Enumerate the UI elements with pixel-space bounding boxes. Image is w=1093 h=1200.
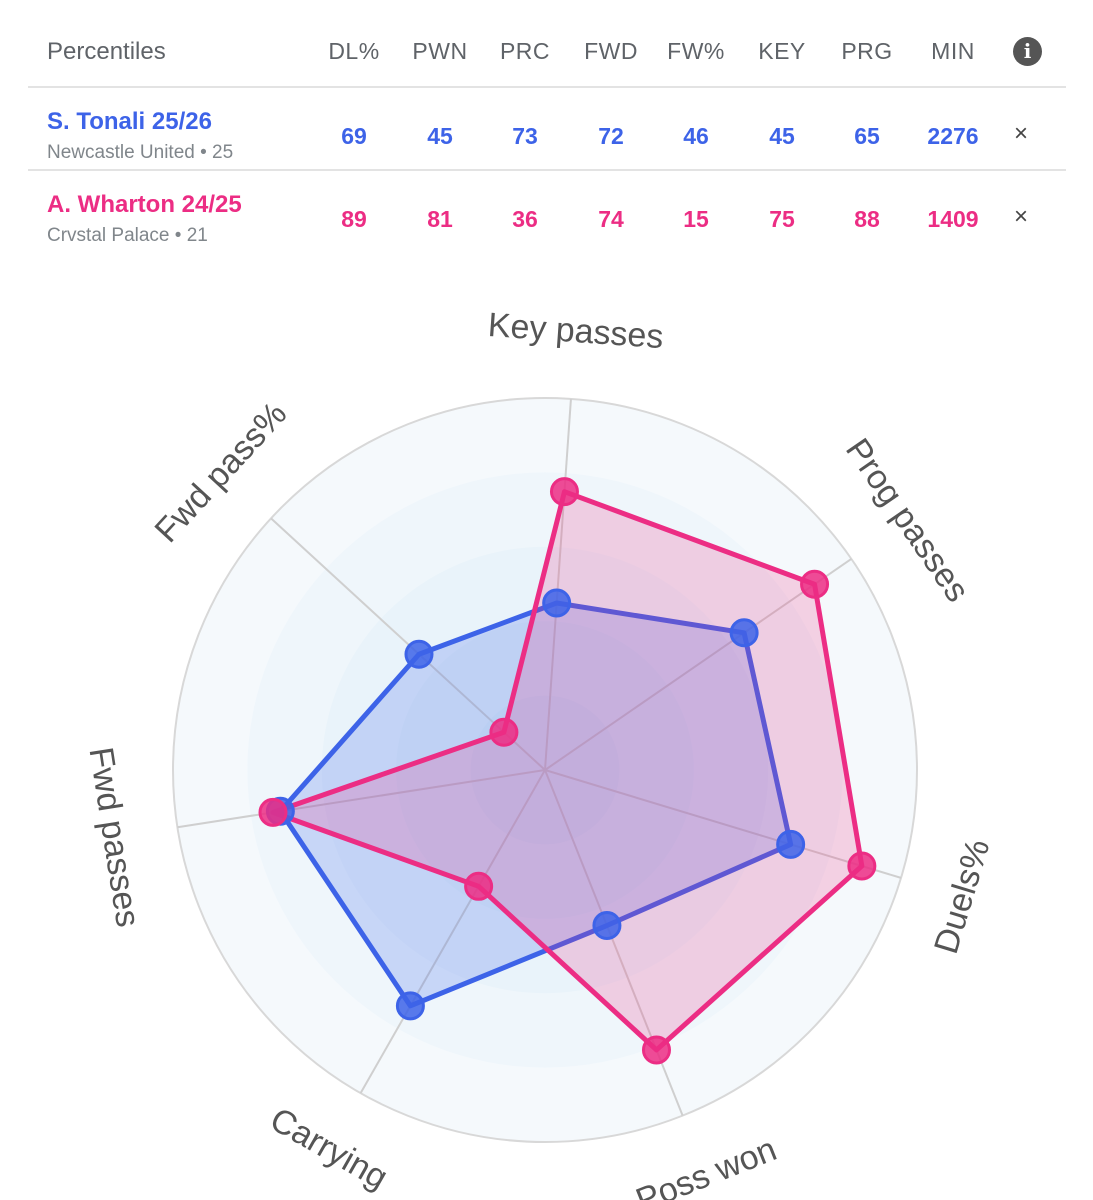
- stat-min: 1409: [927, 206, 979, 232]
- column-header-key[interactable]: KEY: [758, 38, 806, 64]
- stat-pwn: 81: [427, 206, 453, 232]
- player-name[interactable]: A. Wharton 24/25: [47, 191, 242, 218]
- series-area-1: [270, 489, 865, 1053]
- player-subtitle: Crvstal Palace • 21: [47, 225, 208, 246]
- axis-label: Carrying: [264, 1100, 394, 1197]
- column-header-pwn[interactable]: PWN: [412, 38, 468, 64]
- series-area-0: [277, 600, 794, 1009]
- percentiles-table: Percentiles DL% PWN PRC FWD FW% KEY PRG …: [28, 18, 1066, 252]
- data-point[interactable]: [395, 991, 425, 1021]
- column-header-fw-pct[interactable]: FW%: [667, 38, 725, 64]
- stat-pwn: 45: [427, 123, 453, 149]
- data-point[interactable]: [592, 911, 622, 941]
- data-point[interactable]: [729, 618, 759, 648]
- column-header-min[interactable]: MIN: [931, 38, 975, 64]
- data-point[interactable]: [549, 477, 579, 507]
- axis-spoke: [544, 398, 572, 771]
- stat-fwd: 74: [598, 206, 624, 232]
- axis-label: Poss won: [631, 1130, 782, 1200]
- stat-key: 75: [769, 206, 795, 232]
- data-point[interactable]: [464, 871, 494, 901]
- column-header-dl[interactable]: DL%: [328, 38, 380, 64]
- axis-spoke: [544, 769, 902, 879]
- stat-prc: 36: [512, 206, 538, 232]
- player-name[interactable]: S. Tonali 25/26: [47, 108, 212, 135]
- player-subtitle: Newcastle United • 25: [47, 142, 234, 163]
- stat-prg: 88: [854, 206, 880, 232]
- stat-fw-pct: 46: [683, 123, 709, 149]
- axis-label: Key passes: [487, 306, 665, 356]
- table-header: Percentiles DL% PWN PRC FWD FW% KEY PRG …: [28, 18, 1066, 88]
- stat-prg: 65: [854, 123, 880, 149]
- table-title: Percentiles: [47, 38, 166, 65]
- column-header-fwd[interactable]: FWD: [584, 38, 638, 64]
- stat-prc: 73: [512, 123, 538, 149]
- remove-player-button[interactable]: ×: [1014, 203, 1029, 230]
- remove-player-button[interactable]: ×: [1014, 120, 1029, 147]
- data-point[interactable]: [404, 639, 434, 669]
- data-point[interactable]: [800, 569, 830, 599]
- info-icon[interactable]: i: [1013, 37, 1042, 66]
- column-header-prg[interactable]: PRG: [841, 38, 893, 64]
- player-row-tonali: S. Tonali 25/26 Newcastle United • 25 69…: [28, 88, 1066, 171]
- axis-label: Duels%: [927, 835, 997, 958]
- column-header-prc[interactable]: PRC: [499, 38, 551, 64]
- axis-spoke: [544, 558, 852, 771]
- stat-fw-pct: 15: [683, 206, 709, 232]
- stat-min: 2276: [927, 123, 979, 149]
- stat-key: 45: [769, 123, 795, 149]
- data-point[interactable]: [847, 851, 877, 881]
- axis-spoke: [177, 769, 546, 829]
- data-point[interactable]: [641, 1035, 671, 1065]
- axis-spoke: [359, 769, 546, 1094]
- axis-label: Fwd passes: [81, 745, 146, 930]
- player-row-wharton: A. Wharton 24/25 Crvstal Palace • 21 89 …: [28, 171, 1066, 252]
- data-point[interactable]: [489, 717, 519, 747]
- stat-fwd: 72: [598, 123, 624, 149]
- data-point[interactable]: [542, 588, 572, 618]
- data-point[interactable]: [258, 797, 288, 827]
- data-point[interactable]: [776, 829, 806, 859]
- stat-dl: 89: [341, 206, 367, 232]
- stat-dl: 69: [341, 123, 367, 149]
